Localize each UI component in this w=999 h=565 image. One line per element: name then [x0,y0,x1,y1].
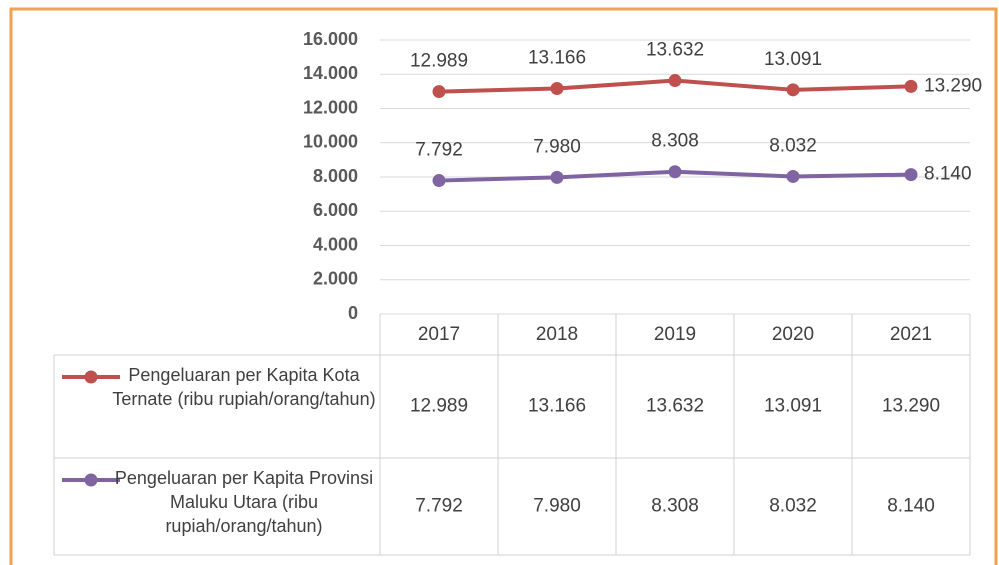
data-point [550,170,564,184]
x-tick-label: 2018 [536,324,578,345]
data-point [668,165,682,179]
table-value: 7.980 [533,496,581,517]
data-label: 13.290 [924,75,982,96]
y-tick-label: 6.000 [313,200,358,220]
table-value: 12.989 [410,396,468,417]
data-point [786,83,800,97]
data-label: 13.632 [646,40,704,61]
y-tick-label: 0 [348,303,358,323]
data-label: 8.140 [924,164,972,185]
legend-marker [84,370,98,384]
y-tick-label: 14.000 [303,63,358,83]
legend-entry: Pengeluaran per Kapita Kota Ternate (rib… [112,365,376,409]
x-tick-label: 2021 [890,324,932,345]
data-point [432,174,446,188]
data-point [786,169,800,183]
legend-text: Pengeluaran per Kapita Kota Ternate (rib… [112,365,376,409]
table-value: 8.032 [769,496,817,517]
table-value: 7.792 [415,496,463,517]
data-point [432,85,446,99]
data-point [550,82,564,96]
y-tick-label: 12.000 [303,97,358,117]
y-tick-label: 2.000 [313,269,358,289]
table-value: 13.290 [882,396,940,417]
table-value: 13.632 [646,396,704,417]
data-label: 8.308 [651,131,699,152]
table-value: 8.140 [887,496,935,517]
data-point [668,74,682,88]
y-tick-label: 4.000 [313,234,358,254]
x-tick-label: 2017 [418,324,460,345]
data-point [904,168,918,182]
y-tick-label: 16.000 [303,29,358,49]
legend-marker [84,473,98,487]
data-point [904,79,918,93]
legend-entry: Pengeluaran per Kapita Provinsi Maluku U… [114,468,374,536]
legend-text: Pengeluaran per Kapita Provinsi Maluku U… [114,468,374,536]
data-label: 13.166 [528,48,586,69]
x-tick-label: 2019 [654,324,696,345]
table-value: 8.308 [651,496,699,517]
table-value: 13.166 [528,396,586,417]
frame [9,7,998,565]
data-label: 8.032 [769,135,817,156]
y-tick-label: 8.000 [313,166,358,186]
data-label: 7.980 [533,136,581,157]
y-tick-label: 10.000 [303,132,358,152]
x-tick-label: 2020 [772,324,814,345]
table-value: 13.091 [764,396,822,417]
data-label: 7.792 [415,140,463,161]
data-label: 13.091 [764,49,822,70]
data-label: 12.989 [410,51,468,72]
